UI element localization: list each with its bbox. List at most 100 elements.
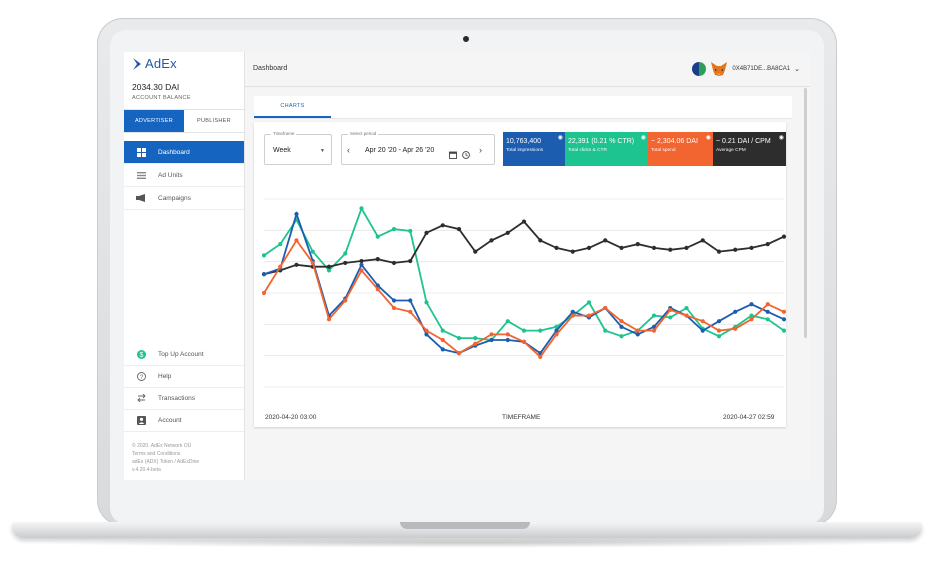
- data-point[interactable]: [521, 328, 527, 333]
- terms-link[interactable]: Terms and Conditions: [132, 451, 181, 457]
- logo[interactable]: AdEx: [132, 56, 177, 71]
- timeframe-select[interactable]: Timeframe Week ▼: [264, 131, 332, 165]
- data-point[interactable]: [765, 309, 770, 314]
- data-point[interactable]: [684, 305, 689, 311]
- data-point[interactable]: [375, 283, 380, 288]
- data-point[interactable]: [473, 336, 478, 341]
- data-point[interactable]: [424, 230, 429, 235]
- data-point[interactable]: [765, 242, 770, 247]
- data-point[interactable]: [603, 238, 608, 243]
- data-point[interactable]: [473, 249, 478, 254]
- data-point[interactable]: [505, 337, 510, 343]
- data-point[interactable]: [440, 223, 445, 228]
- data-point[interactable]: [554, 245, 559, 250]
- data-point[interactable]: [473, 341, 478, 346]
- data-point[interactable]: [733, 309, 738, 314]
- data-point[interactable]: [749, 317, 754, 322]
- data-point[interactable]: [749, 245, 754, 250]
- data-point[interactable]: [586, 245, 592, 250]
- data-point[interactable]: [343, 260, 348, 266]
- data-point[interactable]: [586, 300, 592, 305]
- data-point[interactable]: [668, 247, 673, 252]
- data-point[interactable]: [651, 313, 657, 318]
- data-point[interactable]: [440, 328, 445, 333]
- data-point[interactable]: [424, 332, 429, 337]
- data-point[interactable]: [456, 351, 462, 356]
- data-point[interactable]: [440, 337, 445, 343]
- data-point[interactable]: [635, 328, 640, 333]
- data-point[interactable]: [716, 328, 722, 333]
- data-point[interactable]: [278, 264, 283, 269]
- data-point[interactable]: [456, 226, 462, 232]
- stat-spend[interactable]: ◉ ~ 2,304.06 DAI Total spend: [648, 132, 713, 166]
- data-point[interactable]: [310, 249, 315, 254]
- eye-icon[interactable]: ◉: [705, 135, 711, 141]
- data-point[interactable]: [781, 317, 786, 322]
- data-point[interactable]: [521, 219, 527, 224]
- eye-icon[interactable]: ◉: [640, 135, 646, 141]
- data-point[interactable]: [716, 249, 722, 254]
- data-point[interactable]: [359, 262, 364, 267]
- data-point[interactable]: [733, 247, 738, 252]
- data-point[interactable]: [326, 317, 332, 322]
- data-point[interactable]: [619, 324, 624, 329]
- data-point[interactable]: [294, 262, 299, 267]
- data-point[interactable]: [489, 332, 494, 337]
- sidebar-item-campaigns[interactable]: Campaigns: [124, 187, 244, 210]
- sidebar-item-ad-units[interactable]: Ad Units: [124, 164, 244, 187]
- data-point[interactable]: [359, 258, 364, 264]
- prev-period-icon[interactable]: ‹: [347, 145, 350, 155]
- data-point[interactable]: [651, 328, 657, 333]
- data-point[interactable]: [765, 302, 770, 307]
- data-point[interactable]: [359, 206, 364, 211]
- stat-clicks[interactable]: ◉ 22,391 (0.21 % CTR) Total clicks & CTR: [565, 132, 648, 166]
- data-point[interactable]: [294, 211, 299, 217]
- sidebar-item-account[interactable]: Account: [124, 409, 244, 432]
- scrollbar[interactable]: [804, 88, 807, 338]
- data-point[interactable]: [635, 242, 640, 247]
- data-point[interactable]: [489, 337, 494, 343]
- data-point[interactable]: [375, 287, 380, 292]
- data-point[interactable]: [570, 313, 575, 318]
- data-point[interactable]: [538, 328, 543, 333]
- period-picker[interactable]: Select period ‹ Apr 20 '20 - Apr 26 '20 …: [341, 131, 495, 165]
- data-point[interactable]: [424, 328, 429, 333]
- data-point[interactable]: [375, 257, 380, 262]
- eye-icon[interactable]: ◉: [778, 135, 784, 141]
- data-point[interactable]: [424, 300, 429, 305]
- data-point[interactable]: [603, 328, 608, 333]
- data-point[interactable]: [261, 290, 267, 296]
- data-point[interactable]: [505, 230, 510, 235]
- data-point[interactable]: [554, 328, 559, 333]
- data-point[interactable]: [619, 319, 624, 324]
- data-point[interactable]: [391, 226, 397, 232]
- data-point[interactable]: [635, 332, 640, 337]
- data-point[interactable]: [261, 253, 267, 258]
- data-point[interactable]: [668, 315, 673, 320]
- data-point[interactable]: [505, 332, 510, 337]
- sidebar-item-top-up[interactable]: $ Top Up Account: [124, 343, 244, 366]
- data-point[interactable]: [391, 305, 397, 311]
- data-point[interactable]: [700, 238, 705, 243]
- tab-advertiser[interactable]: ADVERTISER: [124, 110, 184, 132]
- data-point[interactable]: [391, 260, 397, 266]
- data-point[interactable]: [538, 238, 543, 243]
- data-point[interactable]: [570, 309, 575, 314]
- data-point[interactable]: [391, 298, 397, 303]
- data-point[interactable]: [765, 317, 770, 322]
- data-point[interactable]: [343, 298, 348, 303]
- data-point[interactable]: [554, 324, 559, 329]
- data-point[interactable]: [749, 313, 754, 318]
- clock-icon[interactable]: [462, 146, 470, 164]
- data-point[interactable]: [781, 234, 786, 239]
- data-point[interactable]: [570, 249, 575, 254]
- sidebar-item-transactions[interactable]: Transactions: [124, 387, 244, 410]
- data-point[interactable]: [733, 326, 738, 331]
- data-point[interactable]: [359, 268, 364, 273]
- data-point[interactable]: [651, 245, 657, 250]
- data-point[interactable]: [781, 328, 786, 333]
- data-point[interactable]: [684, 313, 689, 318]
- data-point[interactable]: [603, 305, 608, 311]
- stat-cpm[interactable]: ◉ ~ 0.21 DAI / CPM Average CPM: [713, 132, 786, 166]
- data-point[interactable]: [554, 332, 559, 337]
